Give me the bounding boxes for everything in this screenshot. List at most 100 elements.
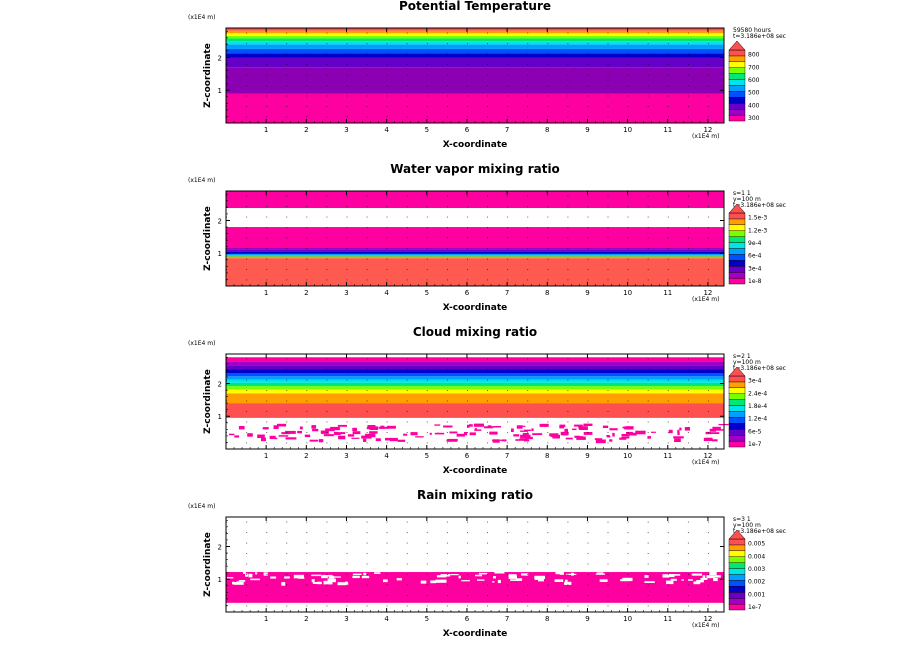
grid-dot	[547, 216, 549, 218]
speckle-mark	[333, 431, 338, 435]
grid-dot	[687, 216, 689, 218]
grid-dot	[386, 43, 388, 45]
grid-dot	[687, 379, 689, 381]
grid-dot	[547, 227, 549, 228]
grid-dot	[707, 85, 709, 86]
grid-dot	[607, 563, 609, 565]
grid-dot	[346, 53, 348, 55]
grid-dot	[386, 390, 388, 391]
speckle-mark	[337, 424, 347, 427]
grid-dot	[607, 574, 609, 575]
grid-dot	[627, 521, 629, 523]
grid-dot	[627, 563, 629, 565]
speckle-mark	[572, 428, 577, 431]
grid-dot	[406, 64, 408, 65]
grid-dot	[587, 227, 589, 228]
speckle-mark	[710, 432, 720, 434]
contour-band-2	[226, 256, 724, 259]
speckle-mark	[594, 438, 603, 440]
grid-dot	[507, 64, 509, 65]
grid-dot	[446, 521, 448, 523]
grid-dot	[446, 32, 448, 34]
grid-dot	[527, 563, 529, 565]
grid-dot	[627, 390, 629, 391]
speckle-mark	[255, 572, 258, 575]
grid-dot	[467, 521, 468, 523]
grid-dot	[446, 116, 448, 118]
x-tick-label: 4	[384, 615, 389, 623]
grid-dot	[547, 64, 549, 65]
colorbar-segment	[728, 67, 746, 74]
speckle-mark	[700, 578, 708, 580]
contour-band-9	[226, 208, 724, 228]
grid-dot	[306, 95, 308, 97]
grid-dot	[567, 584, 569, 586]
speckle-mark	[565, 437, 573, 440]
speckle-mark	[677, 432, 680, 436]
grid-dot	[386, 379, 388, 381]
grid-dot	[507, 269, 509, 270]
x-tick-label: 10	[623, 452, 632, 460]
grid-dot	[587, 379, 589, 381]
grid-dot	[366, 563, 368, 565]
grid-dot	[527, 532, 529, 534]
grid-dot	[446, 206, 448, 208]
grid-dot	[326, 85, 328, 86]
grid-dot	[346, 521, 348, 523]
grid-dot	[647, 432, 649, 433]
chart-panel-3: Cloud mixing ratio(x1E4 m)1 2 3 4 5 6 7 8 9 10 11 1…	[188, 325, 786, 476]
grid-dot	[286, 553, 288, 554]
grid-dot	[406, 279, 408, 281]
grid-dot	[326, 563, 328, 565]
grid-dot	[446, 279, 448, 281]
z-tick-label: 2	[218, 543, 222, 551]
speckle-mark	[317, 581, 322, 585]
grid-dot	[306, 532, 308, 534]
x-axis-label: X-coordinate	[443, 466, 508, 476]
grid-dot	[567, 85, 569, 86]
grid-dot	[567, 442, 569, 444]
colorbar-label: 0.002	[748, 579, 765, 586]
info-line: y=100 m	[733, 359, 761, 366]
speckle-mark	[508, 575, 517, 579]
colorbar-label: 1e-8	[748, 278, 762, 285]
speckle-mark	[627, 431, 633, 436]
grid-dot	[306, 369, 308, 371]
contour-band-9	[226, 35, 724, 39]
grid-dot	[286, 595, 288, 596]
grid-dot	[286, 432, 288, 433]
colorbar-label: 600	[748, 77, 760, 84]
grid-dot	[326, 390, 328, 391]
x-tick-label: 9	[585, 289, 589, 297]
chart-title: Cloud mixing ratio	[413, 325, 537, 339]
colorbar-segment	[728, 399, 746, 406]
z-unit-label: (x1E4 m)	[188, 14, 215, 21]
grid-dot	[386, 227, 388, 228]
grid-dot	[647, 553, 649, 554]
grid-dot	[567, 379, 569, 381]
colorbar-segment	[728, 61, 746, 68]
grid-dot	[406, 400, 408, 402]
grid-dot	[426, 563, 428, 565]
contour-band-4	[226, 253, 724, 256]
grid-dot	[386, 521, 388, 523]
grid-dot	[607, 584, 609, 586]
grid-dot	[366, 195, 368, 197]
grid-dot	[406, 32, 408, 34]
grid-dot	[707, 32, 709, 34]
grid-dot	[687, 85, 689, 86]
grid-dot	[346, 74, 348, 76]
grid-dot	[426, 106, 428, 107]
grid-dot	[667, 269, 669, 270]
grid-dot	[306, 116, 308, 118]
grid-dot	[507, 95, 509, 97]
speckle-mark	[274, 437, 278, 440]
speckle-mark	[520, 434, 531, 439]
x-tick-label: 7	[505, 452, 509, 460]
grid-dot	[607, 195, 609, 197]
x-tick-label: 9	[585, 452, 589, 460]
grid-dot	[587, 369, 589, 371]
grid-dot	[426, 95, 428, 97]
grid-dot	[707, 390, 709, 391]
grid-dot	[286, 258, 288, 260]
